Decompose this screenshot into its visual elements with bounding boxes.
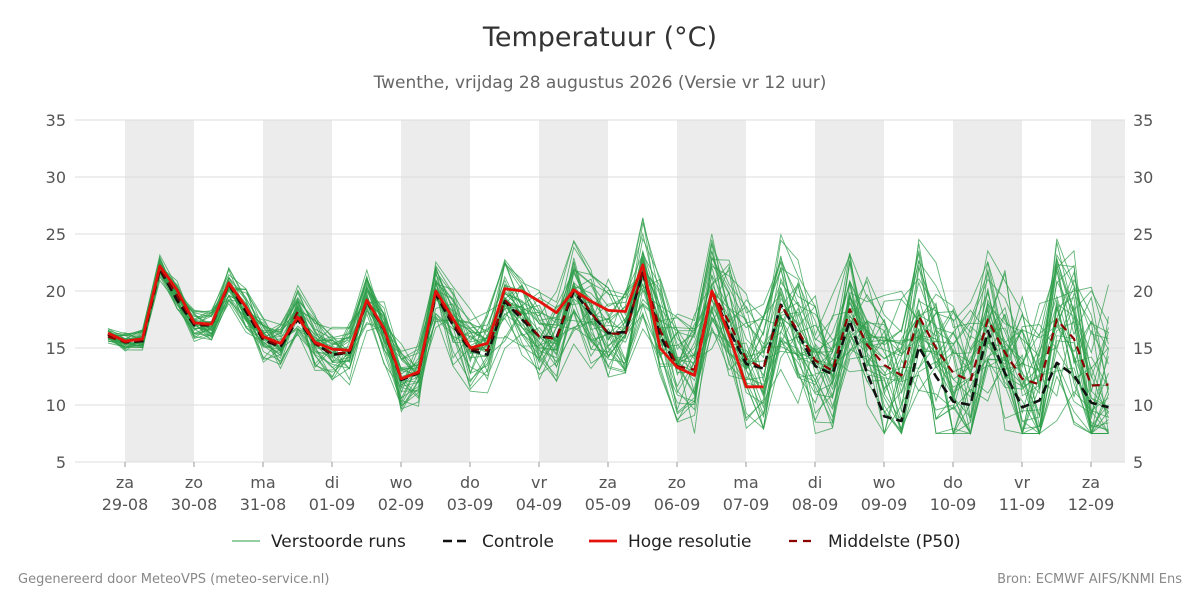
- x-tick-date: 05-09: [585, 495, 632, 514]
- x-tick-day: zo: [185, 473, 203, 492]
- footer-source: Bron: ECMWF AIFS/KNMI Ens: [997, 572, 1182, 587]
- x-tick-day: za: [1082, 473, 1100, 492]
- x-tick-date: 09-09: [861, 495, 908, 514]
- y-axis-right: 5 10 15 20 25 30 35: [1133, 111, 1153, 472]
- x-tick-day: di: [808, 473, 823, 492]
- legend-label-hires: Hoge resolutie: [628, 532, 752, 552]
- x-tick-day: za: [599, 473, 617, 492]
- chart-subtitle: Twenthe, vrijdag 28 augustus 2026 (Versi…: [373, 73, 827, 93]
- x-tick-date: 31-08: [240, 495, 287, 514]
- x-tick-date: 30-08: [171, 495, 218, 514]
- ensemble-run-line: [107, 250, 1109, 398]
- x-axis: za 29-08 zo 30-08 ma 31-08 di 01-09 wo 02-09 do 03-…: [102, 462, 1115, 514]
- x-tick-day: ma: [250, 473, 275, 492]
- x-tick-day: wo: [873, 473, 896, 492]
- ensemble-run-line: [107, 268, 1109, 435]
- median-series-line: [107, 267, 1109, 387]
- y-tick-label: 15: [1133, 339, 1153, 358]
- y-tick-label: 20: [1133, 282, 1153, 301]
- x-tick-day: di: [325, 473, 340, 492]
- ensemble-runs: [107, 217, 1109, 436]
- ensemble-run-line: [107, 239, 1109, 419]
- y-tick-label: 5: [56, 453, 66, 472]
- x-tick-day: wo: [390, 473, 413, 492]
- legend: Verstoorde runs Controle Hoge resolutie Mid…: [232, 532, 961, 552]
- ensemble-run-line: [107, 233, 1109, 380]
- y-tick-label: 5: [1133, 453, 1143, 472]
- y-tick-label: 15: [46, 339, 66, 358]
- gridlines: [75, 119, 1125, 463]
- y-tick-label: 10: [46, 396, 66, 415]
- y-tick-label: 30: [1133, 168, 1153, 187]
- x-tick-date: 03-09: [447, 495, 494, 514]
- legend-label-control: Controle: [482, 532, 554, 552]
- ensemble-run-line: [107, 252, 1109, 428]
- x-tick-date: 29-08: [102, 495, 149, 514]
- y-tick-label: 25: [1133, 225, 1153, 244]
- x-tick-date: 02-09: [378, 495, 425, 514]
- ensemble-run-line: [107, 276, 1109, 435]
- x-tick-day: do: [943, 473, 963, 492]
- x-tick-day: vr: [1014, 473, 1030, 492]
- x-tick-date: 01-09: [309, 495, 356, 514]
- x-tick-day: vr: [531, 473, 547, 492]
- ensemble-run-line: [107, 269, 1109, 436]
- ensemble-run-line: [107, 262, 1109, 434]
- y-tick-label: 20: [46, 282, 66, 301]
- y-tick-label: 35: [1133, 111, 1153, 130]
- main-series: [107, 263, 1109, 423]
- x-tick-date: 12-09: [1068, 495, 1115, 514]
- chart-title: Temperatuur (°C): [482, 22, 718, 53]
- legend-label-ensemble: Verstoorde runs: [271, 532, 406, 552]
- y-axis-left: 5 10 15 20 25 30 35: [46, 111, 66, 472]
- ensemble-run-line: [107, 269, 1109, 435]
- x-tick-date: 04-09: [516, 495, 563, 514]
- x-tick-day: do: [460, 473, 480, 492]
- x-tick-day: zo: [668, 473, 686, 492]
- y-tick-label: 30: [46, 168, 66, 187]
- y-tick-label: 25: [46, 225, 66, 244]
- hires-series-line: [107, 263, 764, 389]
- x-tick-date: 11-09: [999, 495, 1046, 514]
- x-tick-date: 06-09: [654, 495, 701, 514]
- y-tick-label: 10: [1133, 396, 1153, 415]
- y-tick-label: 35: [46, 111, 66, 130]
- x-tick-day: za: [116, 473, 134, 492]
- footer-generated: Gegenereerd door MeteoVPS (meteo-service…: [18, 572, 330, 587]
- x-tick-day: ma: [733, 473, 758, 492]
- legend-label-median: Middelste (P50): [828, 532, 961, 552]
- x-tick-date: 08-09: [792, 495, 839, 514]
- x-tick-date: 10-09: [930, 495, 977, 514]
- x-tick-date: 07-09: [723, 495, 770, 514]
